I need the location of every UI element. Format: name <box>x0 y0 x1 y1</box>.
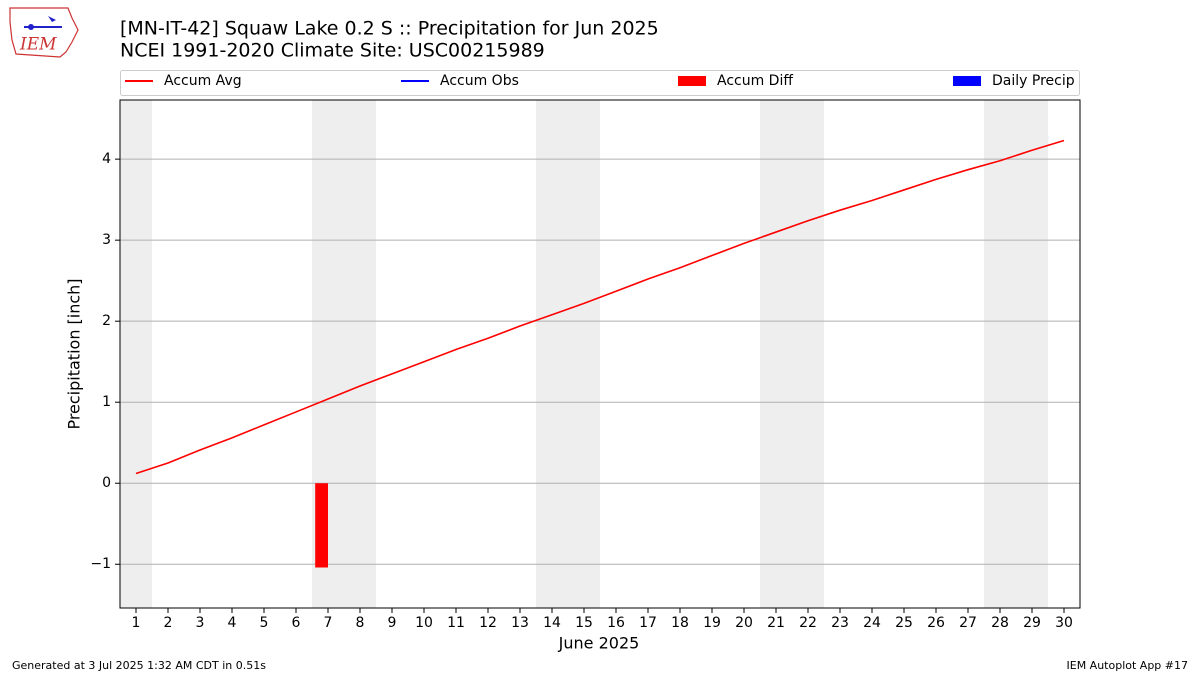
x-tick-label: 10 <box>415 615 433 631</box>
weekend-band <box>536 100 600 608</box>
x-tick-label: 12 <box>479 615 497 631</box>
x-tick-label: 6 <box>292 615 301 631</box>
x-tick-label: 15 <box>575 615 593 631</box>
y-tick-label: 3 <box>102 232 111 248</box>
x-tick-label: 7 <box>324 615 333 631</box>
chart-subtitle: NCEI 1991-2020 Climate Site: USC00215989 <box>120 40 545 62</box>
logo-outline <box>9 7 79 58</box>
logo-text: IEM <box>19 35 57 55</box>
weekend-bands <box>120 100 1048 608</box>
x-tick-label: 4 <box>228 615 237 631</box>
x-axis-label: June 2025 <box>558 634 640 653</box>
plot-frame <box>119 99 1081 609</box>
x-tick-label: 30 <box>1055 615 1073 631</box>
legend-swatch <box>678 76 706 86</box>
x-tick-label: 8 <box>356 615 365 631</box>
x-tick-label: 20 <box>735 615 753 631</box>
x-tick-label: 11 <box>447 615 465 631</box>
x-tick-label: 25 <box>895 615 913 631</box>
x-tick-label: 16 <box>607 615 625 631</box>
logo-mark <box>28 24 34 30</box>
legend-box <box>120 70 1080 96</box>
x-tick-label: 18 <box>671 615 689 631</box>
y-tick-label: 4 <box>102 151 111 167</box>
x-tick-label: 13 <box>511 615 529 631</box>
x-tick-label: 1 <box>132 615 141 631</box>
x-tick-label: 28 <box>991 615 1009 631</box>
x-tick-label: 5 <box>260 615 269 631</box>
logo: IEM <box>9 7 79 58</box>
x-tick-label: 24 <box>863 615 881 631</box>
line <box>135 139 1065 475</box>
legend-label: Accum Avg <box>164 73 242 89</box>
x-tick-label: 26 <box>927 615 945 631</box>
chart-title: [MN-IT-42] Squaw Lake 0.2 S :: Precipita… <box>120 18 659 40</box>
legend-label: Accum Diff <box>717 73 793 89</box>
x-tick-label: 3 <box>196 615 205 631</box>
y-axis-label: Precipitation [inch] <box>65 278 84 429</box>
weekend-band <box>984 100 1048 608</box>
x-tick-label: 22 <box>799 615 817 631</box>
legend-label: Daily Precip <box>992 73 1075 89</box>
logo-mark <box>48 16 56 22</box>
legend-swatch <box>953 76 981 86</box>
weekend-band <box>120 100 152 608</box>
x-tick-label: 23 <box>831 615 849 631</box>
legend-label: Accum Obs <box>440 73 519 89</box>
x-tick-label: 9 <box>388 615 397 631</box>
y-tick-label: −1 <box>90 556 111 572</box>
x-tick-label: 17 <box>639 615 657 631</box>
x-tick-label: 19 <box>703 615 721 631</box>
footer-left: Generated at 3 Jul 2025 1:32 AM CDT in 0… <box>12 659 266 672</box>
bar <box>315 483 328 568</box>
y-tick-label: 2 <box>102 313 111 329</box>
x-tick-label: 21 <box>767 615 785 631</box>
y-tick-label: 0 <box>102 475 111 491</box>
weekend-band <box>760 100 824 608</box>
x-tick-label: 14 <box>543 615 561 631</box>
x-tick-label: 27 <box>959 615 977 631</box>
y-tick-label: 1 <box>102 394 111 410</box>
x-tick-label: 2 <box>164 615 173 631</box>
footer-right: IEM Autoplot App #17 <box>1067 659 1189 672</box>
x-tick-label: 29 <box>1023 615 1041 631</box>
